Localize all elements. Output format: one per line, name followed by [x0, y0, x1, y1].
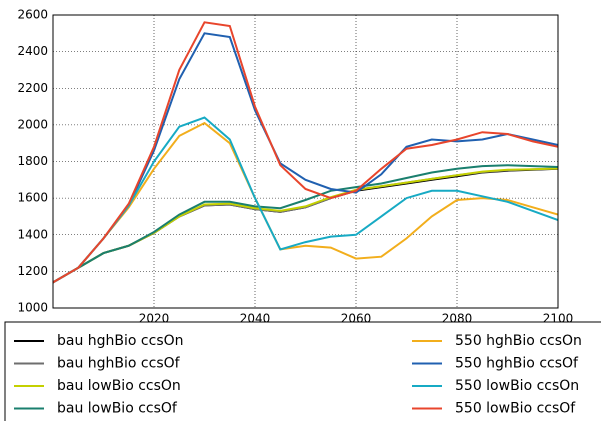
legend-label: bau hghBio ccsOf [57, 356, 181, 372]
plot-area [52, 21, 559, 284]
y-tick-label: 1400 [17, 227, 48, 241]
y-tick-label: 1200 [17, 264, 48, 278]
legend-label: bau lowBio ccsOf [57, 401, 178, 417]
y-tick-label: 1800 [17, 154, 48, 168]
series-line [52, 167, 559, 284]
y-tick-label: 2000 [17, 117, 48, 131]
series-line [52, 116, 559, 284]
legend-label: bau lowBio ccsOn [57, 378, 181, 394]
series-line [52, 21, 559, 284]
series-line [52, 121, 559, 284]
legend: bau hghBio ccsOn bau hghBio ccsOf bau lowB… [4, 321, 601, 421]
y-tick-label: 1600 [17, 191, 48, 205]
legend-label: 550 lowBio ccsOn [455, 378, 579, 394]
y-tick-label: 2600 [17, 8, 48, 22]
legend-label: 550 hghBio ccsOf [455, 356, 579, 372]
series-line [52, 164, 559, 284]
legend-label: 550 lowBio ccsOf [455, 401, 576, 417]
plot-frame [52, 14, 559, 309]
legend-box [4, 321, 601, 421]
y-tick-label: 1000 [17, 301, 48, 315]
legend-label: 550 hghBio ccsOn [455, 333, 582, 349]
y-tick-label: 2400 [17, 44, 48, 58]
legend-label: bau hghBio ccsOn [57, 333, 184, 349]
series-line [52, 167, 559, 284]
series-line [52, 167, 559, 284]
y-tick-label: 2200 [17, 81, 48, 95]
